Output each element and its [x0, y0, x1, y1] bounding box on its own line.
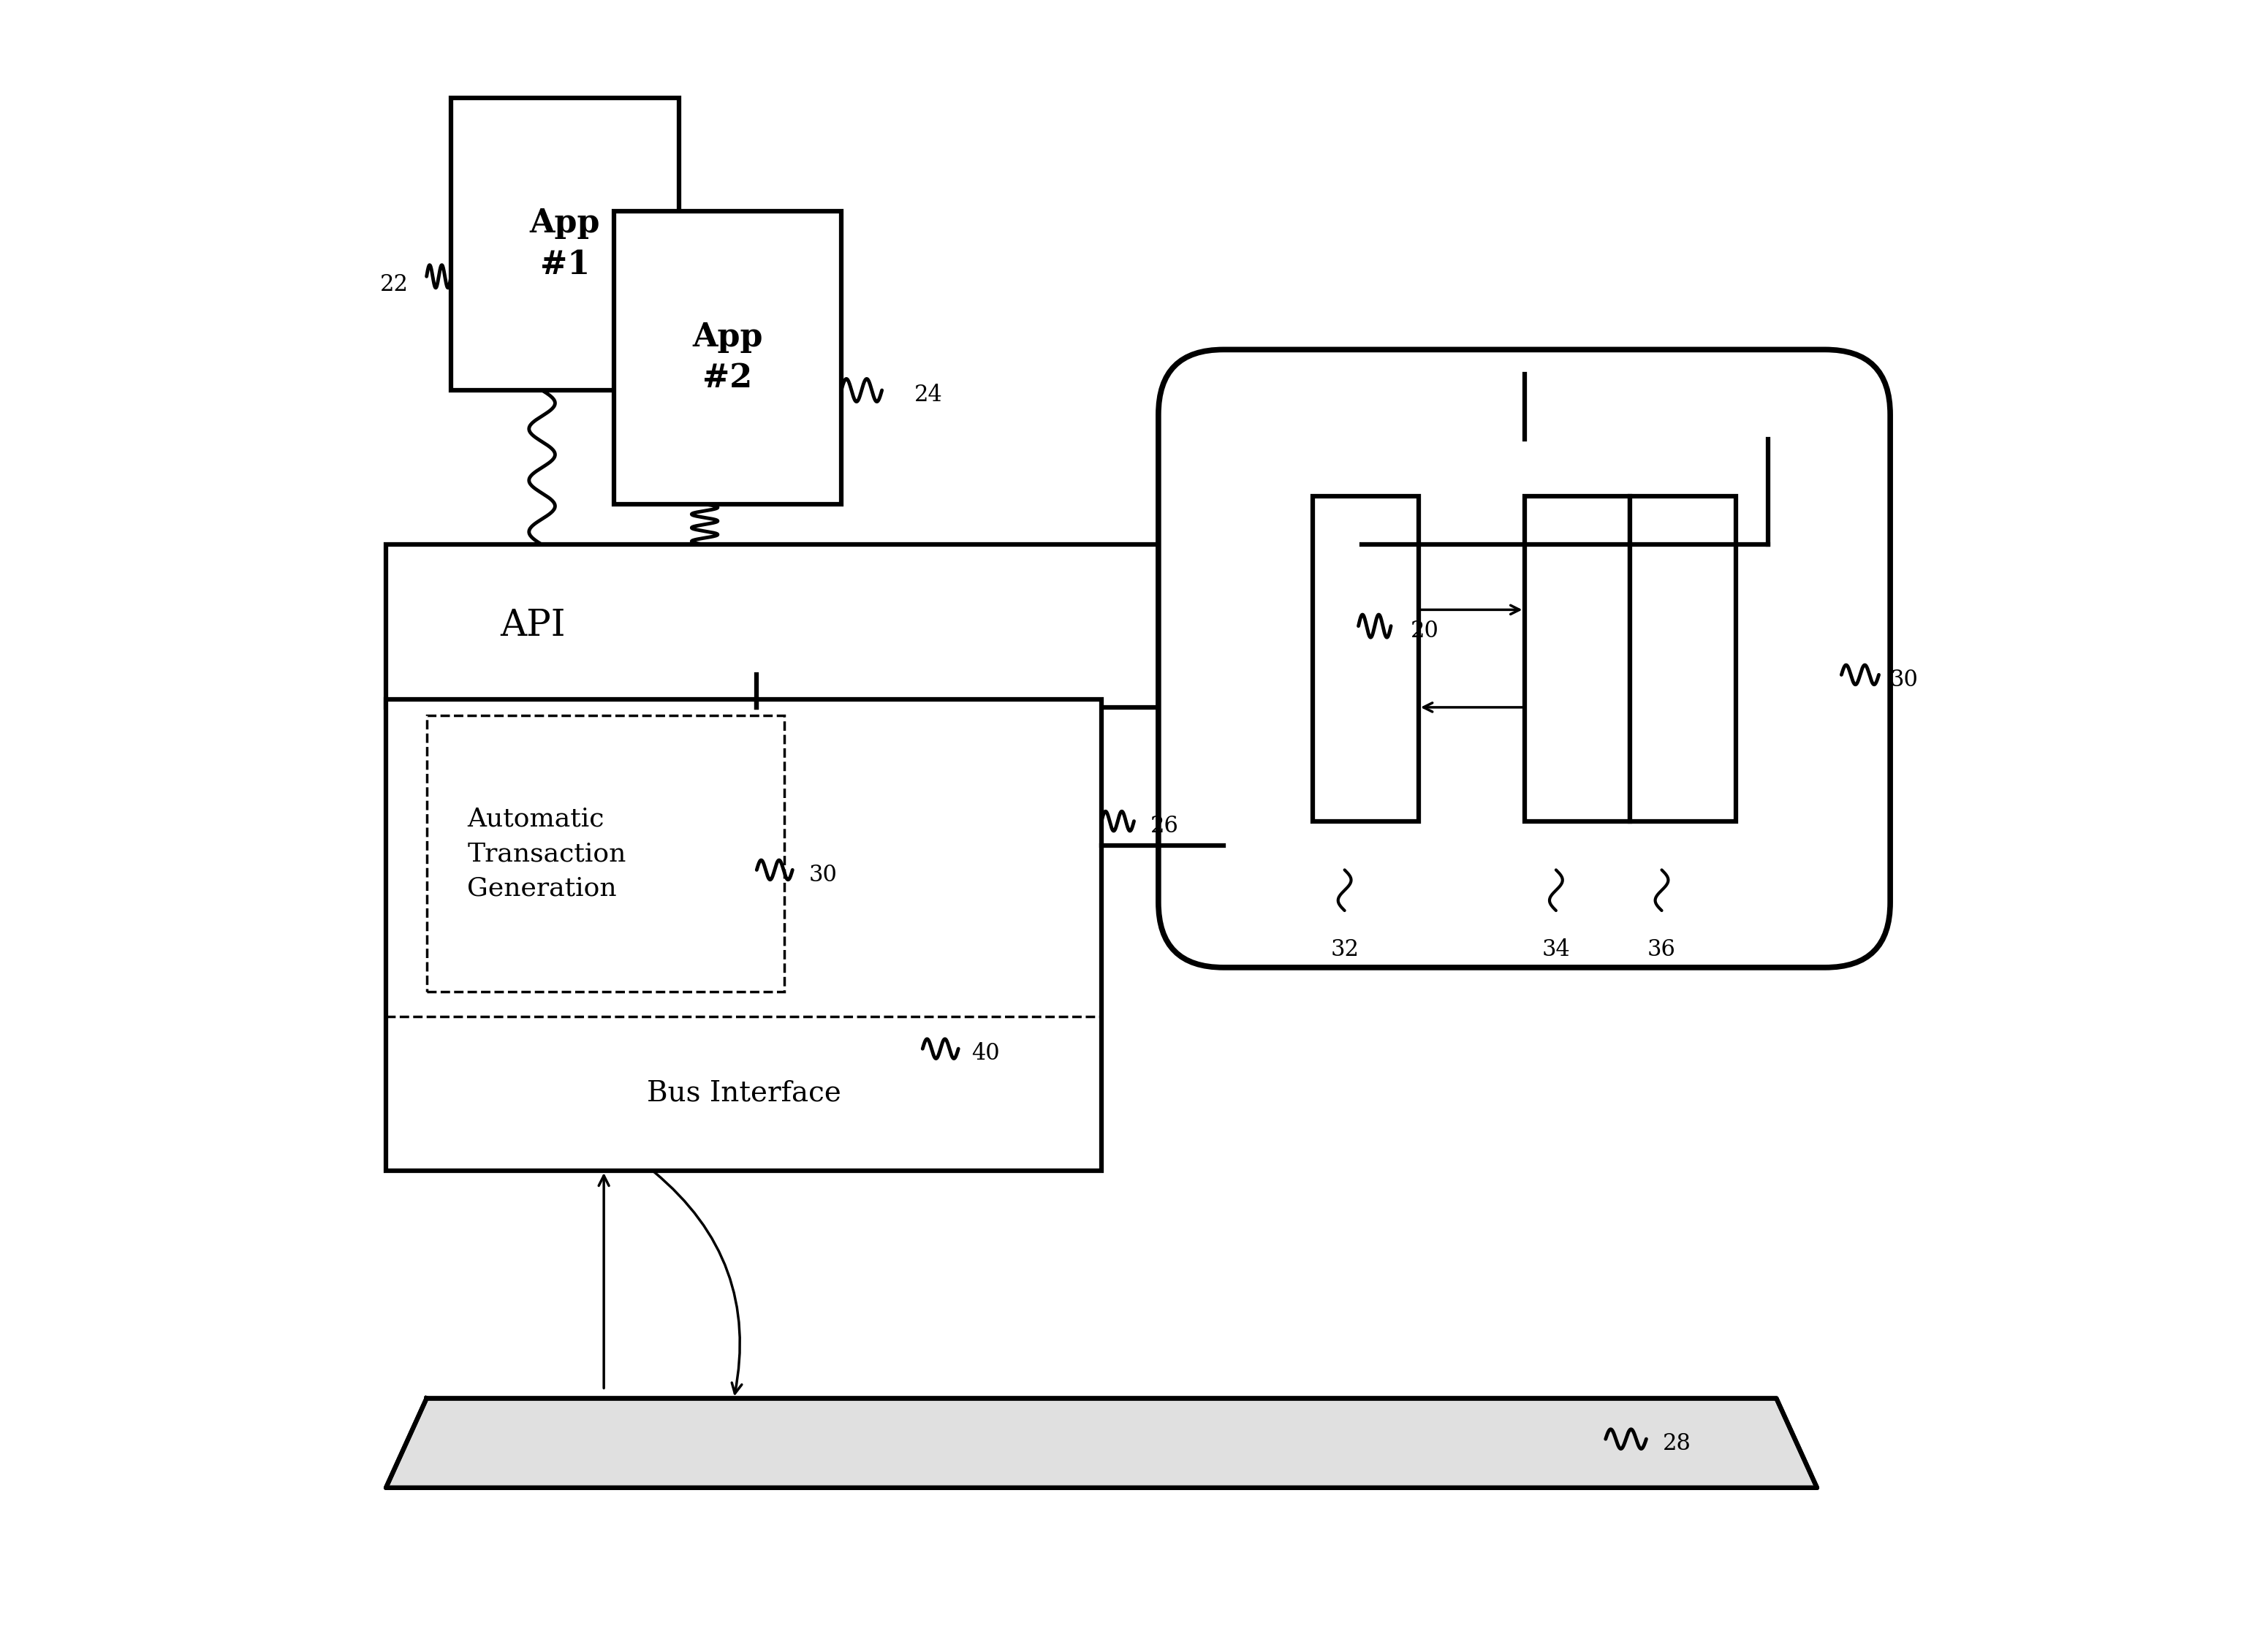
- Text: 36: 36: [1647, 938, 1676, 961]
- Text: 26: 26: [1150, 815, 1179, 837]
- FancyBboxPatch shape: [451, 98, 678, 390]
- Text: App
#2: App #2: [692, 322, 762, 393]
- Text: Automatic
Transaction
Generation: Automatic Transaction Generation: [467, 806, 626, 901]
- Text: 20: 20: [1411, 620, 1438, 642]
- Text: 30: 30: [810, 863, 837, 886]
- Text: 28: 28: [1662, 1433, 1692, 1455]
- FancyBboxPatch shape: [1631, 496, 1735, 821]
- FancyBboxPatch shape: [386, 545, 1361, 707]
- FancyBboxPatch shape: [386, 699, 1102, 1171]
- Text: 30: 30: [1889, 668, 1919, 691]
- Text: 32: 32: [1331, 938, 1359, 961]
- Text: 34: 34: [1542, 938, 1569, 961]
- FancyBboxPatch shape: [1524, 496, 1631, 821]
- FancyBboxPatch shape: [426, 715, 785, 992]
- Text: Bus Interface: Bus Interface: [646, 1080, 841, 1107]
- Text: 22: 22: [379, 273, 408, 296]
- Polygon shape: [386, 1398, 1817, 1488]
- Text: App
#1: App #1: [528, 208, 601, 280]
- FancyBboxPatch shape: [1159, 350, 1889, 967]
- Text: 24: 24: [914, 384, 943, 406]
- Text: 40: 40: [971, 1042, 1000, 1065]
- FancyBboxPatch shape: [615, 211, 841, 504]
- FancyBboxPatch shape: [1313, 496, 1418, 821]
- Text: API: API: [499, 608, 565, 644]
- FancyBboxPatch shape: [1200, 374, 1851, 943]
